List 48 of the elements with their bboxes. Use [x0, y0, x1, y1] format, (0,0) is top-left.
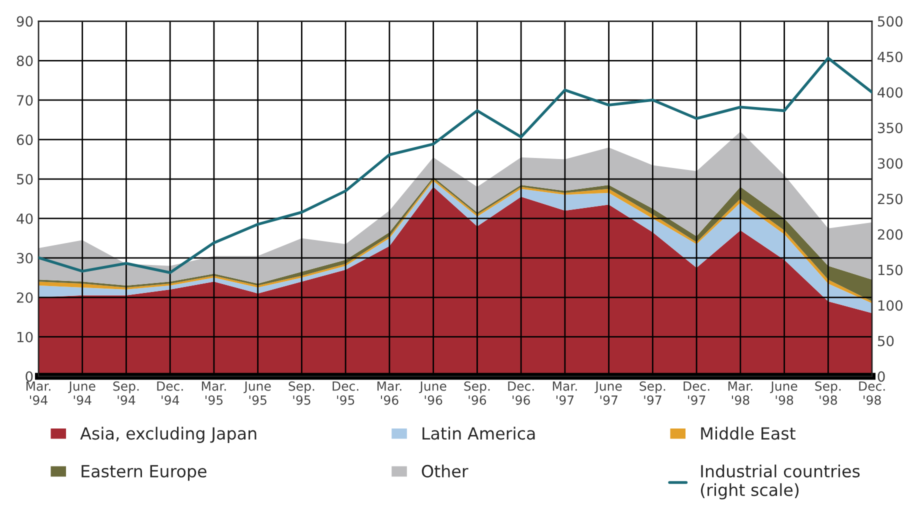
legend-label: Eastern Europe [82, 465, 206, 481]
x-tick-label: Dec. '97 [684, 382, 710, 405]
y-tick-label: 40 [16, 213, 33, 224]
x-tick-label: Sep. '98 [815, 381, 841, 405]
y2-tick-label: 500 [878, 16, 902, 27]
x-tick-label: June '97 [594, 382, 622, 405]
y2-tick-label: 400 [878, 87, 902, 98]
legend-label: Other [422, 464, 468, 478]
x-tick-label: Sep. '97 [640, 381, 666, 405]
x-tick-label: Mar. '94 [26, 382, 50, 405]
x-tick-label: June '98 [770, 382, 798, 405]
x-tick-label: June '94 [68, 382, 96, 405]
y2-tick-label: 250 [878, 194, 902, 204]
y-tick-label: 70 [17, 95, 33, 106]
y2-tick-label: 150 [878, 264, 902, 276]
y2-tick-label: 350 [878, 122, 902, 134]
x-tick-label: Sep. '94 [113, 381, 139, 405]
x-tick-label: Dec. '98 [859, 382, 885, 405]
y2-tick-label: 300 [878, 158, 902, 169]
x-tick-label: Mar. '95 [202, 382, 226, 405]
y-tick-label: 80 [16, 56, 33, 66]
y-tick-label: 0 [26, 371, 33, 382]
y-tick-label: 60 [16, 134, 33, 146]
y-tick-label: 20 [16, 292, 33, 303]
y2-tick-label: 0 [878, 371, 885, 382]
x-tick-label: Dec. '94 [157, 382, 183, 405]
y2-tick-label: 450 [878, 52, 902, 62]
x-tick-label: June '96 [419, 382, 446, 405]
y-tick-label: 10 [17, 332, 33, 342]
y2-tick-label: 50 [878, 336, 894, 346]
x-tick-label: Dec. '96 [508, 382, 534, 405]
x-tick-label: Mar. '97 [552, 382, 577, 405]
legend-label: Middle East [701, 426, 796, 440]
legend-label: Industrial countries (right scale) [700, 464, 860, 500]
y2-tick-label: 100 [878, 300, 902, 311]
x-tick-label: Dec. '95 [332, 382, 358, 405]
x-tick-label: Mar. '98 [728, 382, 752, 405]
y-tick-label: 90 [16, 16, 33, 27]
x-tick-label: Sep. '95 [288, 381, 314, 405]
legend-label: Latin America [422, 426, 535, 440]
x-tick-label: June '95 [244, 382, 271, 405]
line-series [38, 56, 872, 274]
x-tick-label: Sep. '96 [464, 381, 490, 405]
legend-label: Asia, excluding Japan [80, 426, 256, 443]
y-tick-label: 30 [16, 252, 33, 264]
y-tick-label: 50 [17, 174, 33, 184]
y2-tick-label: 200 [878, 229, 902, 240]
x-tick-label: Mar. '96 [377, 382, 402, 405]
